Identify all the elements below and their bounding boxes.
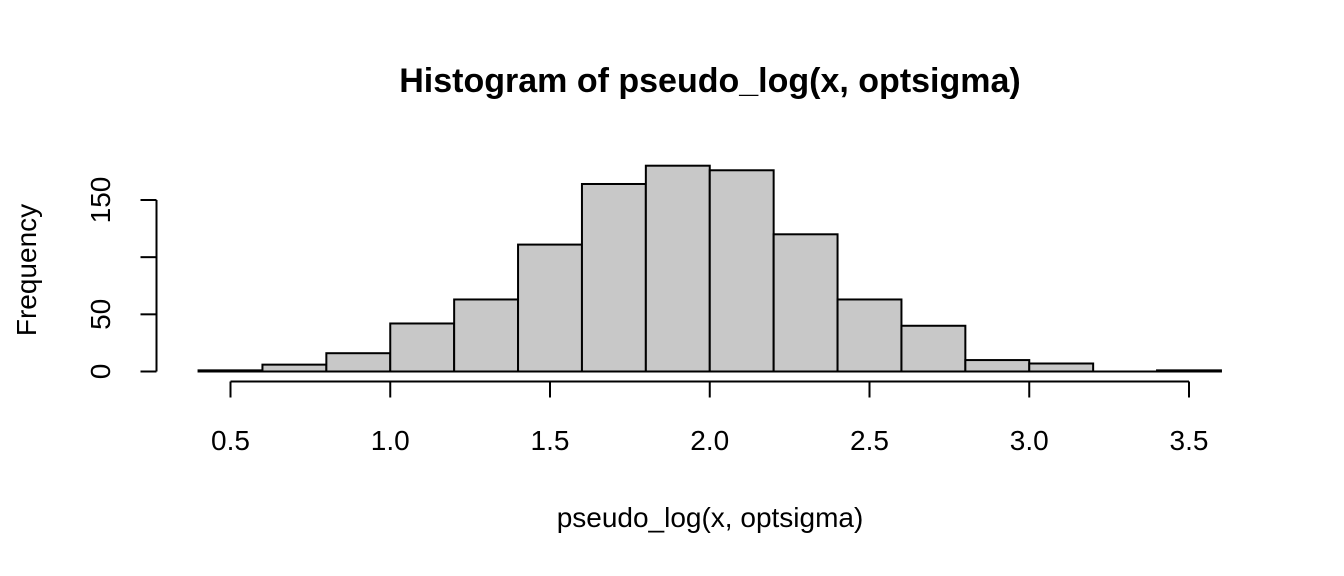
x-axis: 0.5 1.0 1.5 2.0 2.5 3.0 3.5: [211, 380, 1209, 456]
histogram-bar-3: [389, 322, 456, 373]
chart-title: Histogram of pseudo_log(x, optsigma): [399, 62, 1020, 100]
histogram-bar-2: [325, 352, 392, 373]
histogram-bar-4: [453, 298, 520, 373]
y-tick-label-0: 0: [85, 364, 116, 380]
y-tick-label-1: 50: [85, 299, 116, 330]
histogram-bar-8: [708, 169, 775, 373]
histogram-bar-12: [964, 359, 1031, 373]
x-tick-label-6: 3.5: [1170, 425, 1209, 456]
x-tick-label-3: 2.0: [690, 425, 729, 456]
x-axis-label: pseudo_log(x, optsigma): [557, 502, 864, 533]
histogram-bar-13: [1028, 362, 1095, 373]
histogram-bars: [197, 164, 1222, 373]
histogram-bar-7: [644, 164, 711, 373]
x-tick-label-4: 2.5: [850, 425, 889, 456]
histogram-bar-10: [836, 298, 903, 373]
y-axis-label: Frequency: [11, 204, 42, 336]
x-tick-label-0: 0.5: [211, 425, 250, 456]
x-tick-label-5: 3.0: [1010, 425, 1049, 456]
histogram-bar-11: [900, 324, 967, 373]
histogram-bar-5: [517, 243, 583, 373]
y-tick-label-3: 150: [85, 177, 116, 224]
x-tick-label-2: 1.5: [531, 425, 570, 456]
histogram-bar-1: [261, 363, 328, 373]
histogram-bar-9: [772, 233, 839, 373]
x-tick-label-1: 1.0: [371, 425, 410, 456]
histogram-bar-6: [580, 182, 647, 373]
y-axis: 0 50 150: [85, 177, 158, 380]
